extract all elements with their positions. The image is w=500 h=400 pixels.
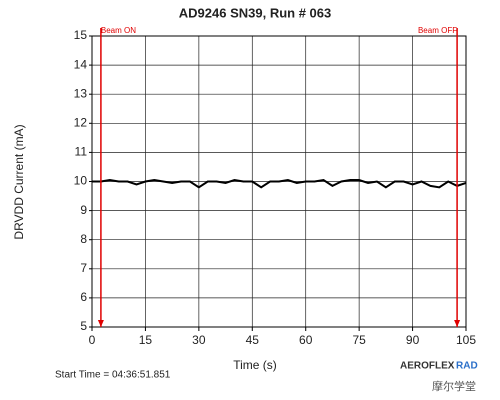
- y-tick-label: 15: [74, 28, 88, 42]
- y-tick-label: 8: [80, 232, 87, 246]
- y-tick-label: 10: [74, 174, 88, 188]
- y-tick-label: 14: [74, 57, 88, 71]
- x-tick-label: 90: [406, 333, 420, 347]
- data-line: [92, 178, 467, 189]
- y-tick-label: 9: [80, 203, 87, 217]
- y-tick-label: 12: [74, 115, 88, 129]
- beam-label: Beam ON: [101, 26, 136, 35]
- beam-arrow: [454, 320, 461, 327]
- beam-arrow: [97, 320, 104, 327]
- y-tick-label: 13: [74, 86, 88, 100]
- x-tick-label: 0: [89, 333, 96, 347]
- x-tick-label: 75: [352, 333, 366, 347]
- beam-label: Beam OFF: [418, 26, 457, 35]
- watermark: 摩尔学堂: [432, 379, 476, 393]
- y-axis-label: DRVDD Current (mA): [12, 124, 26, 239]
- y-tick-label: 11: [75, 145, 88, 159]
- y-tick-label: 6: [80, 290, 87, 304]
- logo: RAD: [456, 361, 478, 372]
- x-tick-label: 30: [192, 333, 206, 347]
- y-tick-label: 5: [80, 319, 87, 333]
- x-tick-label: 105: [456, 333, 476, 347]
- chart-title: AD9246 SN39, Run # 063: [179, 5, 331, 20]
- x-tick-label: 60: [299, 333, 313, 347]
- logo: AEROFLEX: [400, 361, 455, 372]
- x-axis-label: Time (s): [233, 358, 277, 372]
- y-tick-label: 7: [80, 261, 87, 275]
- footer: Start Time = 04:36:51.851: [55, 370, 171, 381]
- x-tick-label: 45: [246, 333, 260, 347]
- x-tick-label: 15: [139, 333, 153, 347]
